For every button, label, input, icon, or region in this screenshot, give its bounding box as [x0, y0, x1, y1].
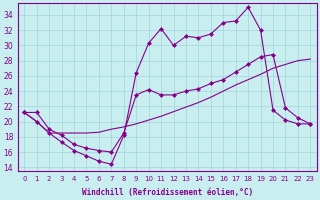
X-axis label: Windchill (Refroidissement éolien,°C): Windchill (Refroidissement éolien,°C) — [82, 188, 253, 197]
